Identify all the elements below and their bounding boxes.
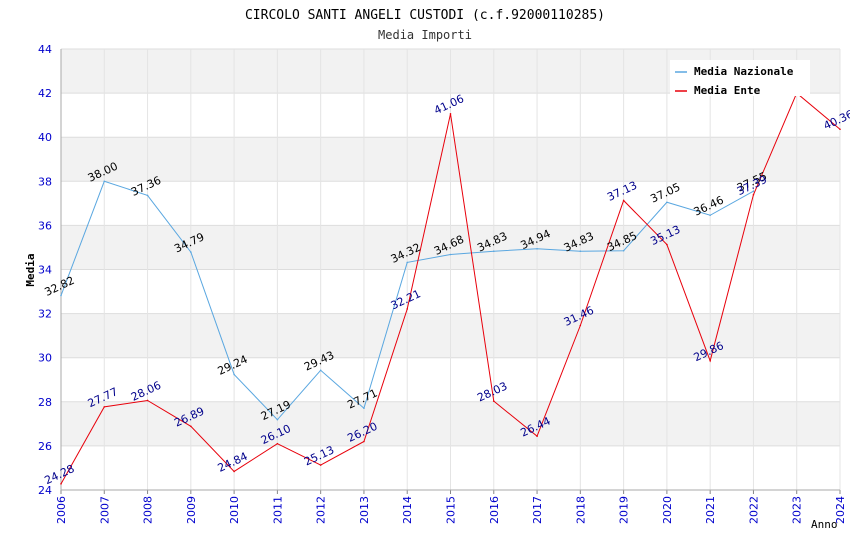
- x-tick-label: 2017: [531, 496, 544, 524]
- data-point-media-ente: [752, 193, 755, 196]
- x-tick-label: 2013: [358, 496, 371, 524]
- chart-title: CIRCOLO SANTI ANGELI CUSTODI (c.f.920001…: [245, 8, 605, 23]
- data-point-media-ente: [319, 464, 322, 466]
- y-tick-label: 26: [38, 440, 52, 453]
- data-point-media-nazionale: [103, 180, 106, 183]
- legend-label-media-ente: Media Ente: [694, 84, 761, 97]
- x-tick-label: 2022: [747, 496, 760, 524]
- data-point-media-nazionale: [363, 407, 365, 409]
- x-axis-label: Anno: [811, 518, 838, 531]
- data-point-media-ente: [406, 308, 409, 310]
- x-tick-label: 2016: [488, 496, 501, 524]
- data-point-media-nazionale: [709, 214, 711, 217]
- data-point-media-ente: [233, 470, 235, 473]
- data-point-media-ente: [190, 425, 192, 428]
- data-point-media-nazionale: [752, 190, 755, 193]
- data-point-media-ente: [146, 399, 149, 402]
- data-point-media-ente: [536, 435, 538, 437]
- x-tick-label: 2024: [834, 496, 847, 524]
- data-point-media-nazionale: [449, 253, 452, 256]
- x-tick-label: 2012: [315, 496, 328, 524]
- data-point-media-nazionale: [190, 251, 192, 253]
- y-tick-label: 38: [38, 175, 52, 188]
- axes: 24 26 28 30 32 34 36 38 40 42 44 2006 2007 2008 2009 20…: [38, 43, 847, 524]
- x-tick-label: 2008: [142, 496, 155, 524]
- x-tick-label: 2006: [55, 496, 68, 524]
- y-tick-label: 24: [38, 484, 52, 497]
- data-point-media-nazionale: [406, 261, 409, 264]
- data-point-media-ente: [709, 359, 711, 362]
- data-point-media-nazionale: [622, 249, 625, 252]
- chart-subtitle: Media Importi: [378, 28, 472, 42]
- y-axis-label: Media: [24, 253, 37, 286]
- legend-label-media-nazionale: Media Nazionale: [694, 65, 794, 78]
- data-point-media-nazionale: [146, 194, 149, 197]
- data-point-media-ente: [103, 406, 106, 408]
- x-tick-label: 2010: [228, 496, 241, 524]
- data-point-media-nazionale: [579, 250, 582, 252]
- y-tick-label: 40: [38, 131, 52, 144]
- y-tick-label: 30: [38, 352, 52, 365]
- data-point-media-ente: [276, 442, 279, 445]
- legend: Media Nazionale Media Ente: [670, 60, 810, 97]
- data-point-media-ente: [666, 243, 668, 246]
- data-point-media-nazionale: [492, 250, 495, 252]
- x-tick-label: 2021: [704, 496, 717, 524]
- x-tick-label: 2018: [574, 496, 587, 524]
- data-point-media-nazionale: [319, 369, 322, 372]
- y-tick-label: 42: [38, 87, 52, 100]
- x-tick-label: 2019: [618, 496, 631, 524]
- x-tick-label: 2023: [791, 496, 804, 524]
- y-tick-label: 32: [38, 308, 52, 321]
- data-point-media-ente: [622, 199, 625, 202]
- y-tick-label: 36: [38, 219, 52, 232]
- data-point-media-nazionale: [536, 247, 538, 250]
- series-lines: [60, 92, 841, 485]
- x-tick-label: 2009: [185, 496, 198, 524]
- data-point-media-ente: [579, 324, 582, 327]
- y-tick-label: 34: [38, 264, 52, 277]
- data-point-media-ente: [492, 400, 495, 402]
- y-tick-label: 28: [38, 396, 52, 409]
- data-point-media-nazionale: [666, 201, 668, 204]
- x-tick-label: 2011: [271, 496, 284, 524]
- data-point-media-ente: [839, 128, 841, 131]
- x-tick-label: 2014: [401, 496, 414, 524]
- data-point-media-ente: [449, 113, 452, 115]
- data-point-media-ente: [60, 483, 62, 485]
- x-tick-label: 2020: [661, 496, 674, 524]
- x-tick-label: 2015: [445, 496, 458, 524]
- data-point-media-ente: [363, 440, 365, 443]
- y-tick-label: 44: [38, 43, 52, 56]
- x-tick-label: 2007: [98, 496, 111, 524]
- data-point-media-nazionale: [60, 294, 62, 297]
- data-point-media-nazionale: [276, 418, 279, 421]
- data-point-media-nazionale: [233, 373, 235, 376]
